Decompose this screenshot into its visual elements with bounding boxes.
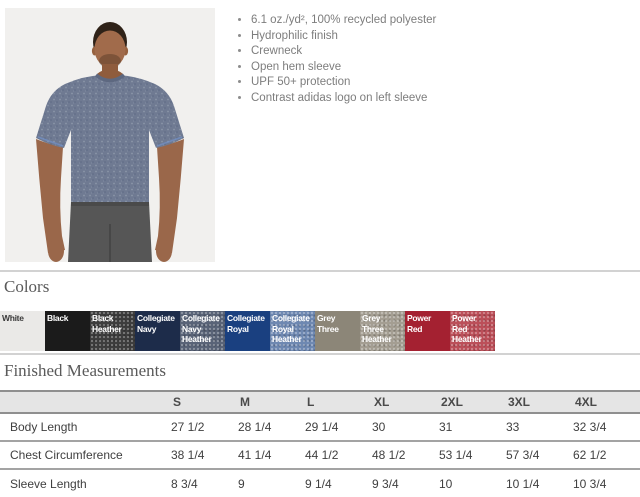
feature-item: Hydrophilic finish bbox=[251, 29, 436, 45]
measurements-heading: Finished Measurements bbox=[4, 361, 166, 380]
size-column-header: S bbox=[163, 390, 230, 414]
measurement-value: 57 3/4 bbox=[506, 448, 540, 462]
measurements-table: S M L XL 2XL 3XL 4XL Body Length 27 1/2 28 1/4 29… bbox=[0, 390, 640, 497]
measurement-label: Sleeve Length bbox=[10, 476, 87, 491]
swatch-label: Power Red Heather bbox=[452, 313, 482, 344]
measurement-label: Body Length bbox=[10, 420, 78, 434]
measurement-value: 9 bbox=[238, 476, 245, 491]
collar-trim bbox=[94, 73, 126, 83]
color-swatch[interactable]: Power Red bbox=[405, 311, 450, 351]
model-photo-graphic bbox=[5, 8, 215, 262]
left-arm bbox=[36, 139, 65, 253]
swatch-row: White Black Black Heather Collegiate Navy Co… bbox=[0, 311, 640, 351]
measurements-section: Finished Measurements S M L XL 2XL 3XL 4XL Bod… bbox=[0, 353, 640, 497]
color-swatch[interactable]: Grey Three Heather bbox=[360, 311, 405, 351]
collar-skin bbox=[97, 69, 123, 79]
empty-header-cell bbox=[0, 390, 163, 414]
measurement-value: 48 1/2 bbox=[372, 448, 406, 462]
right-sleeve-trim bbox=[156, 136, 183, 147]
color-swatch[interactable]: Power Red Heather bbox=[450, 311, 495, 351]
measurement-value: 8 3/4 bbox=[171, 476, 198, 491]
size-column-header: 4XL bbox=[565, 390, 640, 414]
product-overview: 6.1 oz./yd², 100% recycled polyesterHydr… bbox=[0, 0, 640, 270]
color-swatch[interactable]: White bbox=[0, 311, 45, 351]
swatch-label: Power Red bbox=[407, 313, 432, 334]
size-column-header: M bbox=[230, 390, 297, 414]
swatch-label: Collegiate Royal bbox=[227, 313, 265, 334]
swatch-label: Grey Three Heather bbox=[362, 313, 392, 344]
measurement-value: 33 bbox=[506, 420, 520, 434]
left-hand bbox=[48, 240, 64, 262]
measurement-value: 10 bbox=[439, 476, 453, 491]
face bbox=[94, 30, 126, 68]
measurement-value: 31 bbox=[439, 420, 453, 434]
color-swatch[interactable]: Collegiate Navy bbox=[135, 311, 180, 351]
feature-item: Crewneck bbox=[251, 44, 436, 60]
right-arm bbox=[155, 139, 184, 253]
color-swatch[interactable]: Black bbox=[45, 311, 90, 351]
feature-item: Contrast adidas logo on left sleeve bbox=[251, 91, 436, 107]
swatch-label: White bbox=[2, 313, 24, 323]
measurement-value: 53 1/4 bbox=[439, 448, 473, 462]
measurement-value: 9 1/4 bbox=[305, 476, 332, 491]
measurement-row: Sleeve Length 8 3/4 9 9 1/4 9 3/4 10 10 1/4 10 … bbox=[0, 469, 640, 497]
measurement-value: 38 1/4 bbox=[171, 448, 205, 462]
measurement-value: 10 1/4 bbox=[506, 476, 540, 491]
feature-item: UPF 50+ protection bbox=[251, 75, 436, 91]
measurement-row: Chest Circumference 38 1/4 41 1/4 44 1/2 48 … bbox=[0, 441, 640, 469]
measurement-value: 41 1/4 bbox=[238, 448, 272, 462]
measurement-value: 9 3/4 bbox=[372, 476, 399, 491]
color-swatch[interactable]: Black Heather bbox=[90, 311, 135, 351]
colors-heading: Colors bbox=[4, 277, 50, 296]
color-swatch[interactable]: Collegiate Royal Heather bbox=[270, 311, 315, 351]
right-hand bbox=[156, 240, 172, 262]
waistband bbox=[71, 202, 149, 206]
measurement-value: 30 bbox=[372, 420, 386, 434]
left-sleeve-trim bbox=[37, 136, 64, 147]
color-swatch[interactable]: Grey Three bbox=[315, 311, 360, 351]
measurement-value: 27 1/2 bbox=[171, 420, 205, 434]
measurement-value: 10 3/4 bbox=[573, 476, 607, 491]
measurement-row: Body Length 27 1/2 28 1/4 29 1/4 30 31 33 32 3/… bbox=[0, 413, 640, 441]
measurements-body: Body Length 27 1/2 28 1/4 29 1/4 30 31 33 32 3/… bbox=[0, 413, 640, 497]
swatch-label: Black Heather bbox=[92, 313, 122, 334]
size-column-header: 2XL bbox=[431, 390, 498, 414]
size-column-header: L bbox=[297, 390, 364, 414]
measurement-value: 44 1/2 bbox=[305, 448, 339, 462]
measurement-value: 28 1/4 bbox=[238, 420, 272, 434]
measurement-label: Chest Circumference bbox=[10, 448, 123, 462]
tshirt-graphic bbox=[36, 75, 184, 204]
measurement-value: 29 1/4 bbox=[305, 420, 339, 434]
feature-item: 6.1 oz./yd², 100% recycled polyester bbox=[251, 13, 436, 29]
size-column-header: 3XL bbox=[498, 390, 565, 414]
swatch-label: Black bbox=[47, 313, 69, 323]
swatch-label: Collegiate Navy Heather bbox=[182, 313, 220, 344]
product-photo bbox=[5, 8, 215, 262]
color-swatch[interactable]: Collegiate Navy Heather bbox=[180, 311, 225, 351]
measurement-value: 62 1/2 bbox=[573, 448, 607, 462]
swatch-label: Collegiate Royal Heather bbox=[272, 313, 310, 344]
size-column-header: XL bbox=[364, 390, 431, 414]
swatch-label: Collegiate Navy bbox=[137, 313, 175, 334]
color-swatch[interactable]: Collegiate Royal bbox=[225, 311, 270, 351]
feature-item: Open hem sleeve bbox=[251, 60, 436, 76]
size-header-row: S M L XL 2XL 3XL 4XL bbox=[0, 390, 640, 414]
feature-list: 6.1 oz./yd², 100% recycled polyesterHydr… bbox=[215, 13, 436, 270]
measurement-value: 32 3/4 bbox=[573, 420, 607, 434]
swatch-label: Grey Three bbox=[317, 313, 339, 334]
colors-section: Colors White Black Black Heather Collegiate… bbox=[0, 270, 640, 353]
